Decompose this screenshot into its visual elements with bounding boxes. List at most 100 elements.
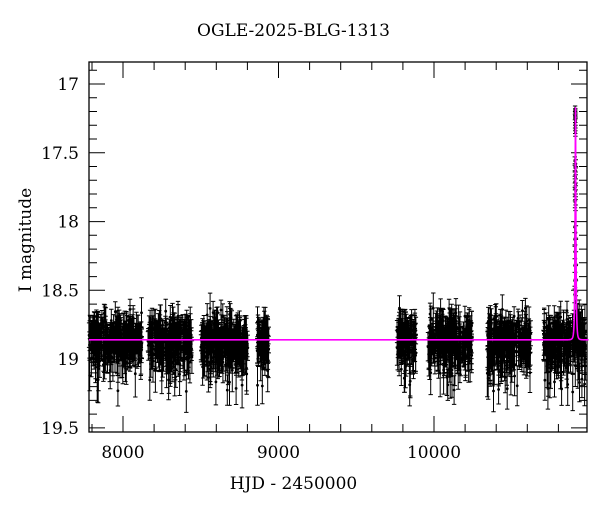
data-point (170, 333, 174, 337)
data-point (468, 359, 472, 363)
data-point (583, 330, 586, 334)
data-point (236, 331, 239, 335)
data-point (103, 314, 107, 318)
data-point (187, 328, 191, 331)
data-point (171, 324, 174, 328)
data-point (149, 342, 153, 346)
data-point (175, 329, 179, 333)
data-point (546, 370, 550, 374)
data-point (122, 326, 125, 330)
data-point (525, 347, 529, 350)
data-point (490, 322, 493, 326)
data-point (433, 351, 436, 355)
data-point (225, 388, 229, 392)
data-point (246, 342, 249, 346)
data-point (245, 330, 248, 334)
data-point (430, 351, 434, 354)
data-point (470, 353, 473, 357)
data-point (500, 327, 504, 330)
data-point (204, 350, 208, 354)
data-point (578, 343, 581, 346)
data-point (553, 380, 556, 384)
data-point (151, 352, 155, 355)
data-point (187, 348, 191, 352)
data-point (547, 348, 551, 352)
data-point (102, 312, 106, 315)
y-tick-labels: 17 17.5 18 18.5 19 19.5 (41, 75, 79, 439)
data-point (470, 321, 474, 325)
data-point (497, 326, 501, 330)
data-point (573, 364, 577, 367)
data-point (527, 350, 530, 353)
data-point (188, 330, 192, 334)
data-point (405, 350, 409, 354)
data-point (185, 344, 189, 347)
data-point (571, 344, 574, 347)
data-point (261, 353, 265, 357)
data-point (449, 333, 453, 337)
data-point (160, 362, 164, 366)
data-point (160, 369, 164, 372)
data-point (205, 347, 209, 351)
data-point (492, 343, 496, 347)
data-point (137, 340, 141, 344)
data-point (153, 341, 157, 344)
data-point (99, 322, 103, 325)
data-point (105, 330, 109, 334)
data-point (154, 351, 158, 355)
data-point (410, 320, 413, 324)
data-point (256, 344, 260, 348)
data-point (439, 326, 442, 329)
data-point (486, 319, 490, 323)
data-point (507, 348, 511, 352)
data-point (558, 345, 562, 348)
data-point (445, 375, 449, 379)
data-point (513, 374, 516, 378)
data-point (115, 328, 119, 332)
data-point (139, 346, 143, 349)
data-point (441, 319, 445, 322)
data-point (397, 333, 400, 336)
data-point (186, 357, 190, 360)
model-curve (89, 106, 589, 341)
data-point (571, 354, 575, 357)
data-point (495, 330, 499, 334)
data-point (467, 361, 470, 365)
season-points (425, 292, 474, 405)
data-point (457, 316, 460, 320)
data-point (520, 327, 524, 331)
data-point (428, 312, 432, 316)
data-point (128, 308, 132, 311)
data-point (576, 351, 579, 355)
data-point (523, 322, 527, 325)
data-point (149, 351, 153, 355)
data-point (431, 331, 435, 335)
data-point (267, 347, 270, 351)
data-point (167, 369, 171, 373)
data-point (499, 361, 503, 365)
data-point (485, 371, 489, 375)
data-point (265, 328, 268, 332)
data-point (507, 319, 511, 323)
data-point (102, 353, 105, 357)
data-point (543, 336, 547, 340)
data-point (230, 352, 233, 356)
data-point (453, 348, 457, 351)
data-point (547, 346, 551, 350)
data-point (569, 327, 573, 331)
data-point (502, 335, 506, 339)
data-point (155, 341, 159, 345)
data-point (454, 311, 458, 315)
data-point (546, 353, 549, 357)
data-point (227, 348, 230, 352)
data-point (229, 356, 233, 359)
data-point (396, 352, 400, 355)
data-point (409, 329, 413, 332)
data-point (497, 370, 501, 374)
data-point (457, 343, 461, 346)
data-point (444, 343, 448, 346)
data-point (528, 347, 531, 350)
data-point (115, 326, 118, 329)
y-tick-label: 18 (57, 213, 79, 233)
data-point (121, 361, 125, 365)
